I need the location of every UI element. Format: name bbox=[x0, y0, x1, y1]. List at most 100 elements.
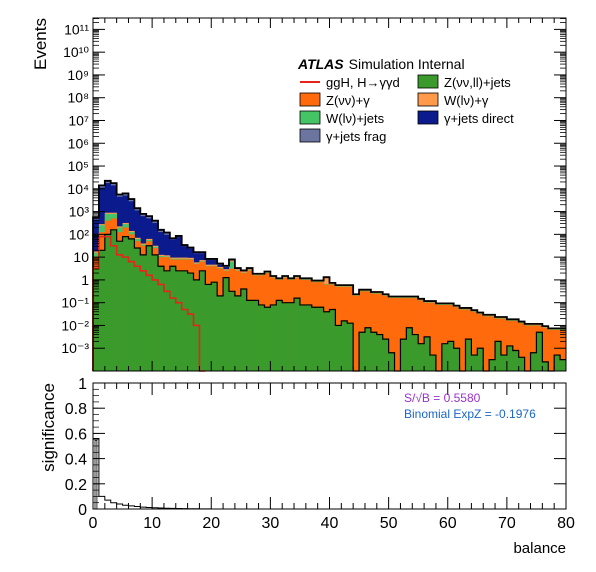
bar-zjets-41 bbox=[335, 325, 342, 371]
bar-zjets-65 bbox=[477, 348, 484, 371]
bar-zjets-11 bbox=[158, 266, 165, 371]
bar-znng-61 bbox=[453, 307, 460, 371]
bar-zjets-55 bbox=[418, 343, 425, 371]
bar-zjets-23 bbox=[228, 291, 236, 371]
zjets-outline bbox=[93, 229, 566, 372]
bx-tick-label: 70 bbox=[498, 515, 516, 532]
y-axis-title: Events bbox=[31, 18, 50, 70]
by-tick-label: 0.8 bbox=[65, 401, 87, 418]
bar-zjets-67 bbox=[489, 359, 496, 371]
bar-znng-69 bbox=[500, 318, 508, 371]
bar-zjets-13 bbox=[169, 266, 177, 371]
bar-zjets-30 bbox=[270, 304, 277, 371]
atlas-sub: Simulation Internal bbox=[349, 56, 465, 72]
y-tick-label: 1 bbox=[81, 272, 89, 288]
legend-label-6: γ+jets frag bbox=[326, 129, 386, 144]
bar-zjets-60 bbox=[447, 341, 454, 371]
y-tick-label: 10² bbox=[69, 226, 90, 242]
bar-zjets-40 bbox=[329, 309, 336, 371]
bar-znng-64 bbox=[471, 311, 478, 371]
y-tick-label: 10⁴ bbox=[67, 181, 89, 197]
y-tick-label: 10⁸ bbox=[68, 90, 90, 106]
bar-zjets-16 bbox=[187, 273, 194, 371]
bar-znng-44 bbox=[353, 295, 360, 371]
legend-swatch-4 bbox=[299, 110, 321, 125]
bx-tick-label: 80 bbox=[557, 515, 575, 532]
bar-znng-59 bbox=[441, 304, 449, 371]
bar-zjets-9 bbox=[146, 245, 153, 371]
bar-zjets-76 bbox=[542, 361, 549, 371]
bar-zjets-69 bbox=[500, 355, 508, 371]
bar-znng-72 bbox=[518, 323, 525, 371]
atlas-bold: ATLAS bbox=[297, 56, 344, 72]
bar-zjets-14 bbox=[175, 270, 182, 371]
bar-zjets-56 bbox=[424, 336, 431, 371]
bar-znng-57 bbox=[430, 302, 437, 371]
bx-tick-label: 20 bbox=[202, 515, 220, 532]
bar-zjets-20 bbox=[211, 282, 218, 371]
y-tick-label: 10¹⁰ bbox=[63, 44, 89, 60]
bar-zjets-10 bbox=[152, 254, 159, 371]
bar-znng-65 bbox=[477, 314, 484, 371]
bar-znng-52 bbox=[400, 298, 407, 371]
bar-znng-67 bbox=[489, 316, 496, 371]
bar-zjets-59 bbox=[441, 343, 449, 371]
bar-zjets-27 bbox=[252, 300, 259, 371]
bar-zjets-22 bbox=[223, 277, 230, 371]
bar-zjets-5 bbox=[122, 236, 129, 371]
bar-zjets-68 bbox=[495, 341, 502, 371]
bar-zjets-54 bbox=[412, 334, 419, 371]
bottom-y-axis-title: significance bbox=[39, 383, 58, 472]
bx-tick-label: 60 bbox=[439, 515, 457, 532]
bar-zjets-79 bbox=[560, 359, 567, 371]
bx-tick-label: 50 bbox=[380, 515, 398, 532]
bar-znng-48 bbox=[376, 293, 384, 371]
bar-zjets-21 bbox=[217, 295, 224, 371]
bar-zjets-2 bbox=[104, 234, 112, 371]
bar-zjets-42 bbox=[341, 320, 348, 371]
y-tick-label: 10³ bbox=[69, 204, 90, 220]
bar-zjets-72 bbox=[518, 357, 525, 371]
bar-zjets-46 bbox=[364, 327, 372, 371]
x-axis-title: balance bbox=[513, 540, 566, 557]
bx-tick-label: 10 bbox=[143, 515, 161, 532]
bar-zjets-19 bbox=[205, 284, 212, 371]
bar-zjets-75 bbox=[536, 332, 543, 371]
legend-swatch-5 bbox=[417, 110, 439, 125]
y-tick-label: 10⁵ bbox=[68, 158, 89, 174]
bar-znng-62 bbox=[459, 309, 466, 371]
bar-zjets-35 bbox=[299, 304, 307, 371]
legend-label-4: W(lν)+jets bbox=[326, 111, 385, 126]
bar-zjets-63 bbox=[465, 339, 472, 371]
bar-znng-79 bbox=[560, 330, 567, 371]
bar-zjets-37 bbox=[311, 307, 318, 371]
annotation-1: Binomial ExpZ = -0.1976 bbox=[404, 407, 536, 421]
annotation-0: S/√B = 0.5580 bbox=[404, 391, 481, 405]
bar-zjets-48 bbox=[376, 334, 384, 371]
by-tick-label: 0.4 bbox=[65, 452, 87, 469]
significance-bin-0-inner bbox=[94, 440, 98, 510]
signal-line bbox=[92, 235, 206, 372]
bar-znng-76 bbox=[542, 327, 549, 371]
bar-znng-66 bbox=[483, 316, 490, 371]
y-tick-label: 10¹¹ bbox=[64, 21, 89, 37]
bar-zjets-26 bbox=[246, 300, 253, 371]
bx-tick-label: 30 bbox=[261, 515, 279, 532]
bar-zjets-29 bbox=[264, 307, 271, 371]
bar-zjets-64 bbox=[471, 355, 478, 371]
y-tick-label: 10 bbox=[73, 249, 89, 265]
bar-zjets-49 bbox=[382, 339, 389, 371]
bar-zjets-45 bbox=[359, 332, 366, 371]
legend-label-5: γ+jets direct bbox=[444, 111, 514, 126]
bar-zjets-33 bbox=[288, 302, 295, 371]
stack-total-outline bbox=[92, 179, 566, 371]
legend-label-2: Z(νν)+γ bbox=[326, 93, 370, 108]
bar-zjets-38 bbox=[317, 307, 324, 371]
bar-zjets-39 bbox=[323, 311, 330, 371]
bar-zjets-8 bbox=[140, 254, 147, 371]
stack-group bbox=[92, 179, 567, 372]
y-tick-label: 10⁻³ bbox=[61, 340, 89, 356]
by-tick-label: 1 bbox=[78, 376, 87, 393]
